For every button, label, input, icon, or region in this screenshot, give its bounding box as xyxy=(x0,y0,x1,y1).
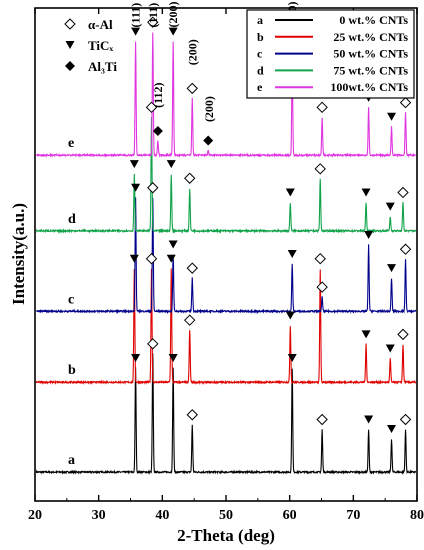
legend-key: c xyxy=(257,47,263,61)
phase-marker-open-diamond xyxy=(316,281,328,293)
series-line-a xyxy=(35,353,417,476)
phase-marker-filled-diamond xyxy=(203,135,214,146)
legend-key: b xyxy=(257,30,264,44)
phase-marker-down-triangle xyxy=(129,160,139,169)
series-label-e: e xyxy=(68,136,74,151)
phase-marker-down-triangle xyxy=(131,183,141,192)
phase-marker-down-triangle xyxy=(364,231,374,240)
x-axis-label: 2-Theta (deg) xyxy=(177,526,275,545)
legend-label: 100wt.% CNTs xyxy=(330,80,408,94)
phase-legend-symbol-open-diamond xyxy=(64,18,76,30)
phase-marker-down-triangle xyxy=(131,27,141,36)
phase-marker-down-triangle xyxy=(387,264,397,273)
x-axis-ticks: 20 30 40 50 60 70 80 xyxy=(28,8,424,523)
phase-marker-down-triangle xyxy=(361,188,371,197)
phase-marker-down-triangle xyxy=(285,311,295,320)
phase-marker-open-diamond xyxy=(397,186,409,199)
phase-legend-symbol-filled-diamond xyxy=(65,61,75,71)
legend-label: 25 wt.% CNTs xyxy=(333,30,408,44)
phase-marker-down-triangle xyxy=(285,188,295,197)
phase-marker-open-diamond xyxy=(314,163,326,175)
peak-annotation: (112) xyxy=(151,83,165,108)
x-tick-label: 40 xyxy=(155,508,169,523)
series-line-e xyxy=(35,32,416,159)
phase-marker-open-diamond xyxy=(186,262,198,274)
phase-marker-down-triangle xyxy=(166,254,176,263)
legend-label: 0 wt.% CNTs xyxy=(339,13,408,27)
legend-key: e xyxy=(257,80,263,94)
phase-marker-open-diamond xyxy=(145,101,158,114)
phase-marker-open-diamond xyxy=(186,82,198,95)
phase-legend-label: TiCₓ xyxy=(88,38,113,53)
peak-annotation: (111) xyxy=(129,3,143,28)
peak-annotation: (200) xyxy=(202,96,216,122)
phase-marker-open-diamond xyxy=(397,328,409,341)
phase-legend-label: α-Al xyxy=(88,17,113,32)
phase-marker-open-diamond xyxy=(184,172,196,184)
series-label-d: d xyxy=(68,212,76,227)
x-tick-label: 60 xyxy=(283,508,297,523)
phase-marker-down-triangle xyxy=(168,240,178,249)
phase-marker-open-diamond xyxy=(147,338,159,350)
phase-marker-down-triangle xyxy=(129,254,139,263)
phase-marker-open-diamond xyxy=(399,413,412,426)
phase-marker-down-triangle xyxy=(131,354,141,363)
phase-marker-down-triangle xyxy=(168,27,178,36)
x-tick-label: 70 xyxy=(346,508,360,523)
x-tick-label: 20 xyxy=(28,508,42,523)
phase-marker-down-triangle xyxy=(166,160,176,169)
phase-marker-open-diamond xyxy=(316,101,328,114)
phase-marker-open-diamond xyxy=(147,182,159,194)
phase-marker-open-diamond xyxy=(399,243,412,255)
phase-legend-label: Al₃Ti xyxy=(88,59,117,74)
x-tick-label: 30 xyxy=(92,508,106,523)
phase-marker-down-triangle xyxy=(364,415,374,424)
series-label-c: c xyxy=(68,292,74,307)
series-line-c xyxy=(35,197,417,315)
phase-marker-open-diamond xyxy=(186,409,198,421)
phase-legend-symbol-down-triangle xyxy=(65,41,75,49)
phase-marker-open-diamond xyxy=(147,16,159,28)
phase-marker-down-triangle xyxy=(287,354,297,363)
phase-markers xyxy=(129,16,412,433)
phase-marker-down-triangle xyxy=(287,249,297,258)
peak-annotation: (111) xyxy=(146,3,160,28)
phase-marker-filled-diamond xyxy=(152,125,163,136)
phase-legend: α-Al TiCₓ Al₃Ti xyxy=(64,17,117,74)
phase-marker-down-triangle xyxy=(385,344,395,353)
phase-marker-open-diamond xyxy=(316,413,328,426)
legend-box xyxy=(246,9,415,99)
legend-label: 50 wt.% CNTs xyxy=(333,47,408,61)
legend-label: 75 wt.% CNTs xyxy=(333,63,408,77)
series-legend: a 0 wt.% CNTs b 25 wt.% CNTs c 50 wt.% CNTs d 7… xyxy=(246,9,415,99)
series-label-b: b xyxy=(68,363,76,378)
phase-marker-open-diamond xyxy=(314,252,326,265)
peak-annotation: (200) xyxy=(166,1,180,27)
series-line-b xyxy=(35,268,417,386)
phase-marker-open-diamond xyxy=(184,314,196,326)
x-tick-label: 80 xyxy=(410,508,424,523)
phase-marker-down-triangle xyxy=(387,112,397,121)
phase-marker-down-triangle xyxy=(361,330,371,339)
peak-annotation: (200) xyxy=(185,39,199,65)
series-label-a: a xyxy=(68,453,75,468)
phase-marker-down-triangle xyxy=(168,354,178,363)
phase-marker-open-diamond xyxy=(399,96,412,109)
legend-key: a xyxy=(257,13,263,27)
phase-marker-open-diamond xyxy=(145,252,158,265)
legend-key: d xyxy=(257,63,264,77)
series-line-d xyxy=(35,117,416,234)
x-tick-label: 50 xyxy=(219,508,233,523)
phase-marker-down-triangle xyxy=(387,424,397,433)
phase-marker-down-triangle xyxy=(385,202,395,211)
y-axis-label: Intensity(a.u.) xyxy=(9,203,28,305)
